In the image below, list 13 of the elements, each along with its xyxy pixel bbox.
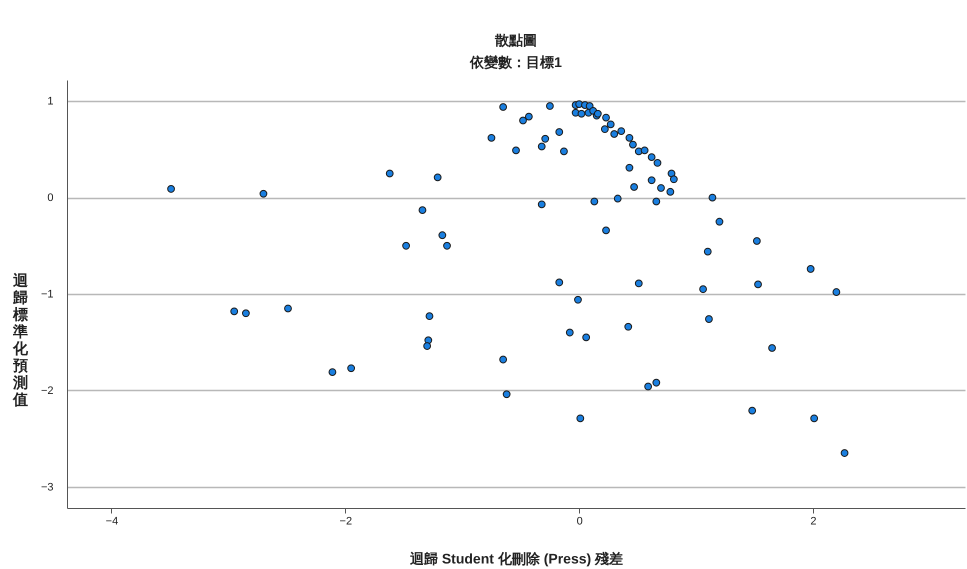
y-tick-label: −3 xyxy=(40,481,54,494)
chart-subtitle: 依變數：目標1 xyxy=(469,54,562,70)
x-tick-label: 2 xyxy=(810,516,817,528)
y-tick-label: 0 xyxy=(47,192,54,204)
x-tick-label: −4 xyxy=(106,516,118,528)
y-tick-label: 1 xyxy=(47,96,54,108)
chart-title: 散點圖 xyxy=(494,32,537,48)
x-tick-label: 0 xyxy=(576,516,583,528)
y-axis-title: 迴歸標準化預測值 xyxy=(12,272,29,408)
y-tick-label: −2 xyxy=(40,384,54,397)
x-axis-title: 迴歸 Student 化刪除 (Press) 殘差 xyxy=(408,550,624,566)
y-tick-label: −1 xyxy=(40,288,54,300)
x-tick-label: −2 xyxy=(340,516,352,528)
